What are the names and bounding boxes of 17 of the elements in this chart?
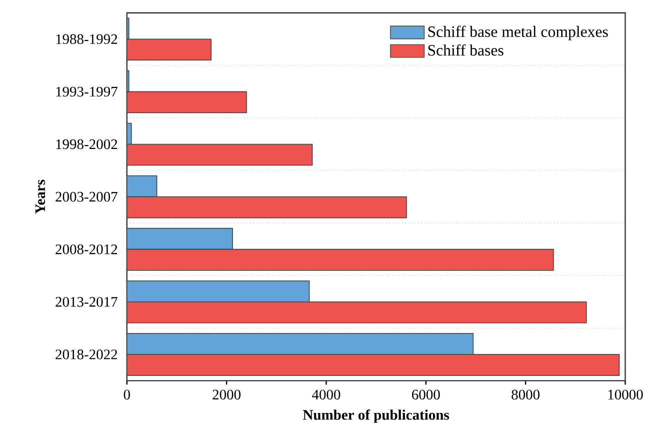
x-tick-label: 2000 bbox=[212, 390, 241, 400]
x-tick-label: 4000 bbox=[312, 390, 340, 400]
y-tick-label: 1988-1992 bbox=[56, 34, 118, 44]
y-tick-label: 1993-1997 bbox=[56, 86, 118, 97]
x-tick-label: 0 bbox=[124, 390, 130, 400]
y-tick-label: 1998-2002 bbox=[56, 139, 118, 150]
x-tick-label: 10000 bbox=[608, 390, 643, 400]
y-tick-label: 2018-2022 bbox=[56, 349, 118, 360]
x-tick-label: 8000 bbox=[512, 390, 540, 400]
x-axis-title: Number of publications bbox=[303, 409, 450, 423]
legend-label: Schiff bases bbox=[428, 44, 504, 56]
y-tick-label: 2013-2017 bbox=[56, 296, 118, 307]
legend-label: Schiff base metal complexes bbox=[428, 26, 608, 40]
y-tick-label: 2003-2007 bbox=[56, 192, 118, 202]
y-tick-label: 2008-2012 bbox=[56, 244, 118, 254]
x-tick-label: 6000 bbox=[412, 390, 440, 400]
y-axis-title: Years bbox=[35, 180, 46, 214]
